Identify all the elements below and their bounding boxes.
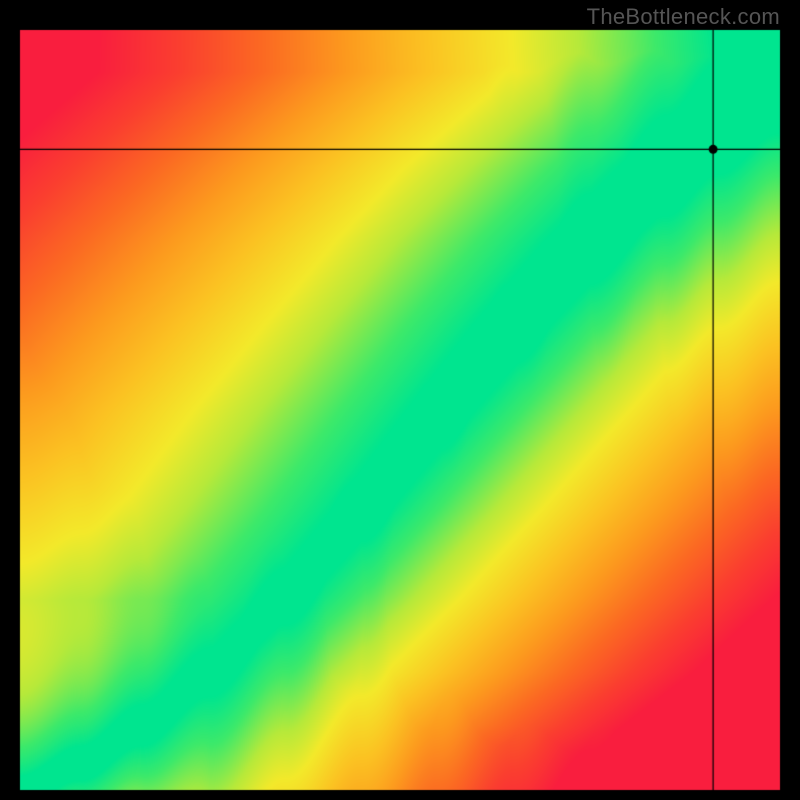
watermark-text: TheBottleneck.com <box>587 4 780 30</box>
bottleneck-heatmap <box>0 0 800 800</box>
